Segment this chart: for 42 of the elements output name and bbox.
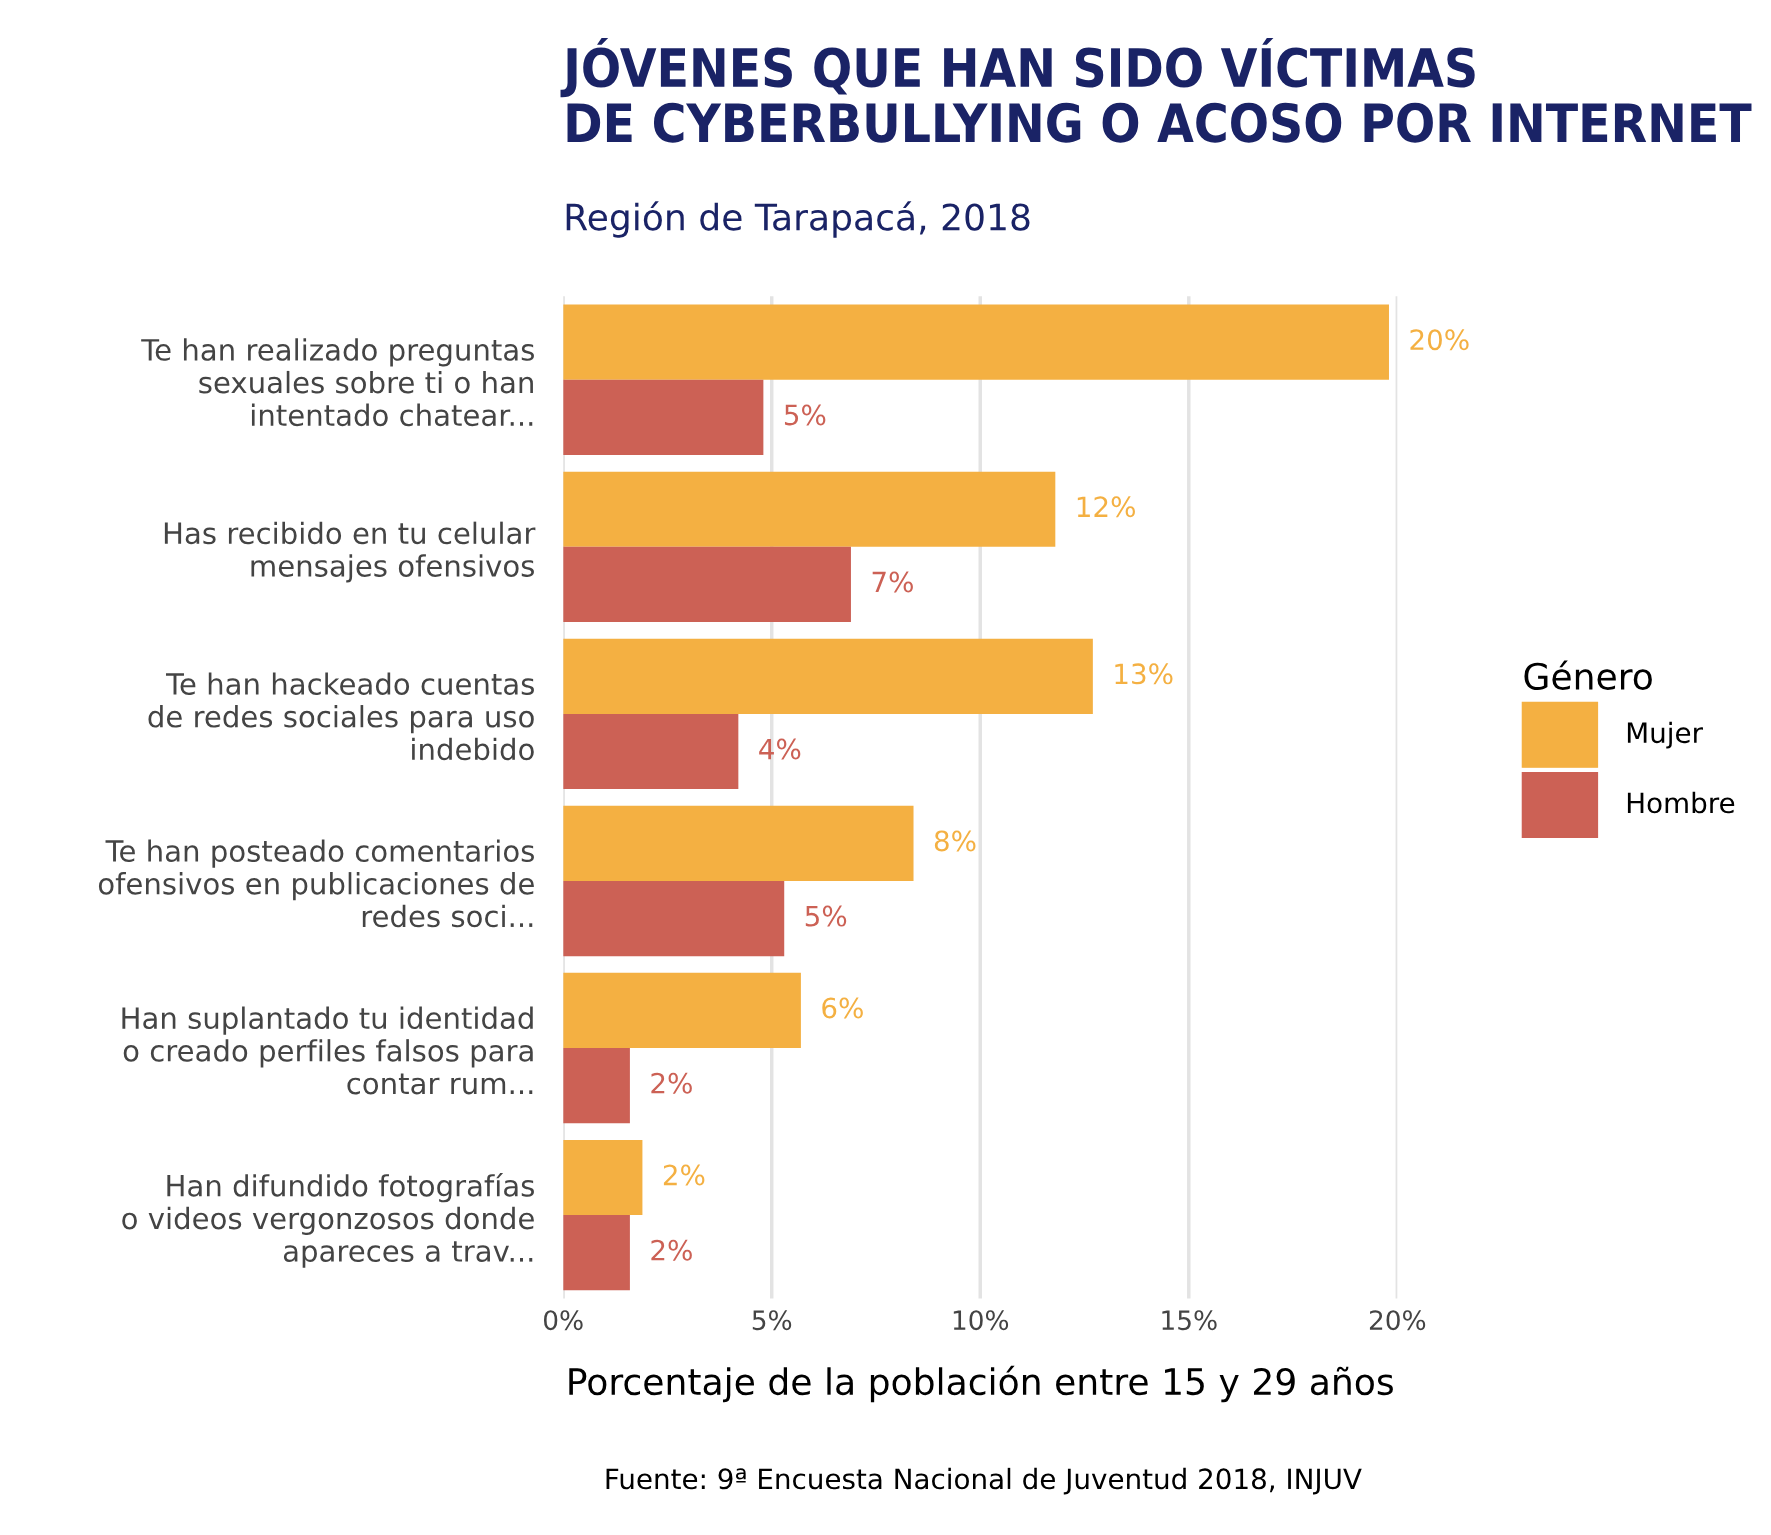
chart-title: JÓVENES QUE HAN SIDO VÍCTIMAS DE CYBERBULLYING O ACOSO POR INTERNET: [560, 37, 1752, 143]
bar: [563, 1048, 630, 1124]
x-tick-label: 0%: [543, 1310, 583, 1331]
y-tick-label: Te han hackeado cuentas de redes sociales para uso indebido: [148, 672, 534, 761]
bar: [563, 880, 785, 957]
y-tick-label: Has recibido en tu celular mensajes ofensivos: [164, 521, 536, 583]
bar: [563, 713, 739, 790]
bar: [563, 805, 914, 881]
bar: [563, 638, 1093, 714]
bar: [563, 304, 1389, 380]
chart-subtitle: Región de Tarapacá, 2018: [566, 201, 1030, 238]
x-tick-label: 5%: [752, 1310, 792, 1331]
legend-label: Mujer: [1627, 721, 1703, 749]
y-tick-label: Te han posteado comentarios ofensivos en publicaciones de redes soci...: [98, 839, 534, 928]
data-label: 13%: [1115, 663, 1173, 685]
data-label: 2%: [663, 1164, 705, 1186]
x-tick-label: 20%: [1369, 1310, 1426, 1331]
y-tick-label: Han difundido fotografías o videos vergonzosos donde apareces a trav...: [122, 1172, 534, 1268]
x-tick-label: 15%: [1162, 1310, 1217, 1331]
bar: [563, 471, 1056, 547]
x-tick-label: 10%: [953, 1310, 1009, 1331]
bar: [563, 546, 851, 623]
bar: [563, 1215, 630, 1291]
data-label: 12%: [1077, 496, 1135, 518]
data-label: 2%: [651, 1239, 692, 1261]
legend-label: Hombre: [1627, 791, 1735, 814]
data-label: 4%: [759, 738, 801, 760]
data-label: 2%: [651, 1072, 692, 1094]
y-tick-label: Te han realizado preguntas sexuales sobre ti o han intentado chatear...: [141, 338, 534, 427]
data-label: 20%: [1410, 329, 1469, 351]
bar: [563, 379, 764, 455]
data-label: 5%: [784, 404, 826, 426]
data-label: 8%: [934, 830, 976, 852]
x-axis-title: Porcentaje de la población entre 15 y 29 años: [569, 1365, 1393, 1403]
y-tick-label: Han suplantado tu identidad o creado perfiles falsos para contar rum...: [122, 1006, 533, 1095]
data-label: 5%: [805, 905, 847, 927]
bar: [563, 1139, 643, 1216]
source-note: Fuente: 9ª Encuesta Nacional de Juventud 2018, INJUV: [606, 1467, 1362, 1495]
data-label: 6%: [822, 997, 863, 1019]
bar: [563, 972, 801, 1049]
legend-title: Género: [1524, 660, 1652, 691]
data-label: 7%: [872, 571, 913, 593]
